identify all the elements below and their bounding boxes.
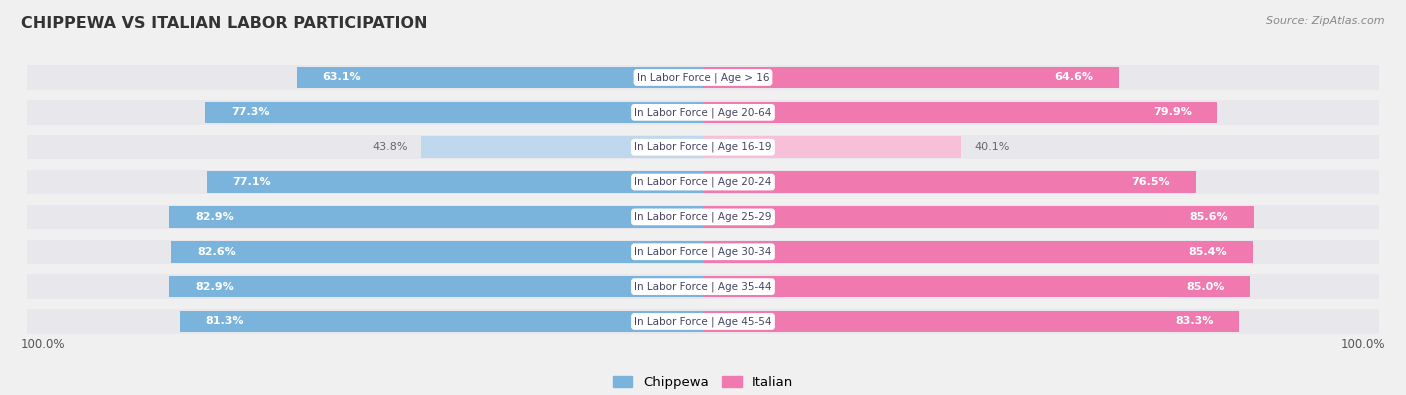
- Text: CHIPPEWA VS ITALIAN LABOR PARTICIPATION: CHIPPEWA VS ITALIAN LABOR PARTICIPATION: [21, 16, 427, 31]
- Bar: [297, 67, 703, 88]
- Text: In Labor Force | Age 20-64: In Labor Force | Age 20-64: [634, 107, 772, 118]
- Text: 83.3%: 83.3%: [1175, 316, 1213, 326]
- Bar: [169, 276, 703, 297]
- Text: In Labor Force | Age 25-29: In Labor Force | Age 25-29: [634, 212, 772, 222]
- Bar: [27, 100, 1379, 124]
- Bar: [703, 206, 1254, 228]
- Text: 76.5%: 76.5%: [1132, 177, 1170, 187]
- Text: 100.0%: 100.0%: [21, 338, 65, 351]
- Bar: [27, 135, 1379, 160]
- Text: In Labor Force | Age 30-34: In Labor Force | Age 30-34: [634, 246, 772, 257]
- Legend: Chippewa, Italian: Chippewa, Italian: [607, 371, 799, 394]
- Text: 63.1%: 63.1%: [322, 73, 361, 83]
- Text: 77.3%: 77.3%: [231, 107, 270, 117]
- Bar: [703, 276, 1250, 297]
- Bar: [703, 171, 1195, 193]
- Bar: [27, 309, 1379, 334]
- Bar: [172, 241, 703, 263]
- Bar: [207, 171, 703, 193]
- Bar: [27, 170, 1379, 194]
- Text: 100.0%: 100.0%: [1341, 338, 1385, 351]
- Text: In Labor Force | Age 16-19: In Labor Force | Age 16-19: [634, 142, 772, 152]
- Text: 85.4%: 85.4%: [1188, 247, 1227, 257]
- Text: 85.0%: 85.0%: [1187, 282, 1225, 292]
- Text: 40.1%: 40.1%: [974, 142, 1010, 152]
- Text: 64.6%: 64.6%: [1054, 73, 1094, 83]
- Bar: [27, 65, 1379, 90]
- Text: In Labor Force | Age 45-54: In Labor Force | Age 45-54: [634, 316, 772, 327]
- Bar: [180, 310, 703, 332]
- Text: 82.6%: 82.6%: [197, 247, 236, 257]
- Text: 82.9%: 82.9%: [195, 282, 233, 292]
- Text: 85.6%: 85.6%: [1189, 212, 1229, 222]
- Text: In Labor Force | Age 20-24: In Labor Force | Age 20-24: [634, 177, 772, 187]
- Bar: [703, 310, 1239, 332]
- Bar: [169, 206, 703, 228]
- Text: Source: ZipAtlas.com: Source: ZipAtlas.com: [1267, 16, 1385, 26]
- Bar: [703, 136, 962, 158]
- Text: 82.9%: 82.9%: [195, 212, 233, 222]
- Bar: [420, 136, 703, 158]
- Text: 43.8%: 43.8%: [373, 142, 408, 152]
- Bar: [27, 205, 1379, 229]
- Text: 79.9%: 79.9%: [1153, 107, 1192, 117]
- Bar: [27, 239, 1379, 264]
- Bar: [205, 102, 703, 123]
- Bar: [27, 275, 1379, 299]
- Bar: [703, 241, 1253, 263]
- Bar: [703, 67, 1119, 88]
- Text: In Labor Force | Age 35-44: In Labor Force | Age 35-44: [634, 281, 772, 292]
- Text: 77.1%: 77.1%: [232, 177, 271, 187]
- Bar: [703, 102, 1218, 123]
- Text: 81.3%: 81.3%: [205, 316, 243, 326]
- Text: In Labor Force | Age > 16: In Labor Force | Age > 16: [637, 72, 769, 83]
